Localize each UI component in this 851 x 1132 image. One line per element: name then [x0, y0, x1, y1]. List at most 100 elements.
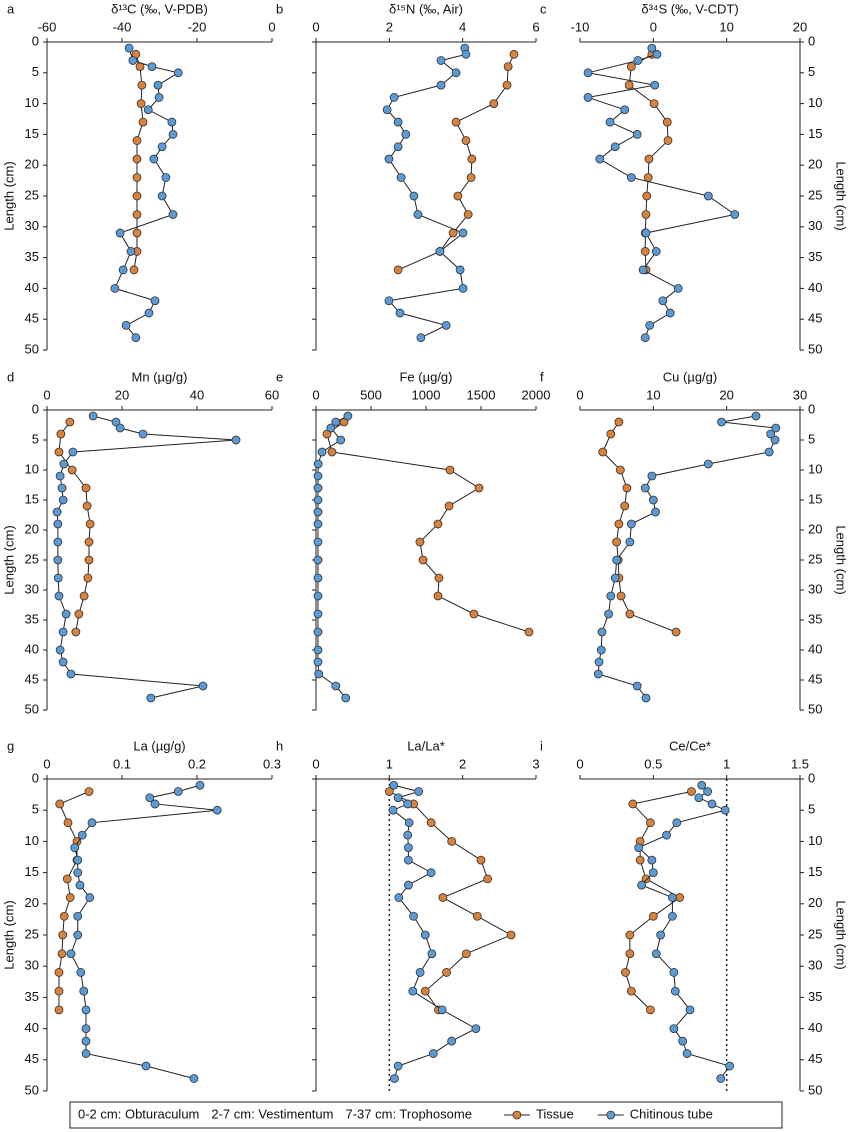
data-point: [648, 911, 658, 921]
panel-label: f: [540, 369, 544, 384]
panel-label: h: [276, 738, 283, 753]
data-point: [414, 787, 424, 796]
data-point: [146, 693, 156, 703]
legend-marker: [606, 1110, 616, 1120]
data-point: [54, 447, 64, 457]
y-tick-label: 35: [808, 249, 822, 264]
data-point: [621, 968, 630, 977]
x-tick-label: 1.5: [791, 756, 809, 771]
y-tick-label: 25: [808, 187, 822, 202]
data-point: [54, 968, 64, 977]
data-point: [640, 333, 650, 343]
y-tick-label: 0: [808, 401, 815, 416]
y-tick-label: 5: [32, 431, 39, 446]
data-point: [583, 93, 593, 102]
data-point: [610, 573, 620, 583]
data-point: [313, 657, 323, 667]
y-tick-label: 20: [808, 521, 822, 536]
data-point: [451, 117, 461, 127]
data-point: [331, 681, 341, 691]
data-point: [131, 333, 141, 343]
data-point: [717, 417, 726, 427]
data-point: [641, 228, 651, 238]
x-tick-label: 30: [793, 387, 807, 402]
data-point: [403, 855, 413, 865]
data-point: [447, 1036, 457, 1046]
data-point: [81, 1049, 91, 1058]
data-point: [442, 968, 451, 977]
data-point: [697, 780, 707, 790]
y-tick-label: 40: [25, 1020, 39, 1035]
data-point: [83, 573, 93, 583]
data-point: [506, 930, 516, 940]
data-point: [436, 80, 446, 90]
y-tick-label: 30: [808, 218, 822, 233]
y-tick-label: 35: [808, 611, 822, 626]
data-point: [612, 537, 622, 547]
data-point: [662, 117, 672, 127]
data-point: [71, 627, 81, 637]
data-point: [52, 507, 62, 517]
data-point: [668, 893, 677, 902]
x-tick-label: 1: [723, 756, 730, 771]
data-point: [132, 154, 142, 164]
data-point: [81, 1005, 91, 1015]
y-tick-label: 15: [808, 864, 822, 879]
data-point: [401, 129, 411, 139]
data-point: [384, 296, 394, 306]
data-point: [583, 68, 593, 78]
legend-note: 7-37 cm: Trophosome: [345, 1106, 471, 1121]
y-tick-label: 45: [808, 671, 822, 686]
data-point: [132, 228, 142, 238]
data-point: [435, 247, 445, 256]
data-point: [658, 296, 668, 306]
data-point: [138, 429, 148, 439]
data-point: [628, 799, 638, 809]
y-tick-label: 25: [25, 926, 39, 941]
y-tick-label: 10: [25, 461, 39, 476]
panel-label: b: [276, 1, 283, 16]
y-tick-label: 50: [808, 1082, 822, 1097]
y-tick-label: 35: [808, 989, 822, 1004]
x-tick-label: 0: [43, 387, 50, 402]
series-line: [114, 48, 180, 338]
data-point: [121, 320, 131, 330]
y-axis-label: Length (cm): [1, 900, 16, 969]
data-point: [393, 793, 403, 803]
data-point: [73, 855, 83, 865]
x-axis-label: δ³⁴S (‰, V-CDT): [641, 1, 738, 16]
data-point: [150, 296, 160, 306]
x-axis-label: La/La*: [407, 738, 445, 753]
series-line: [602, 421, 677, 633]
data-point: [79, 591, 89, 601]
legend-marker: [512, 1110, 522, 1120]
data-point: [66, 949, 76, 959]
data-point: [132, 173, 142, 182]
y-tick-label: 10: [808, 461, 822, 476]
data-point: [730, 210, 740, 219]
data-point: [598, 447, 608, 457]
series-line: [586, 47, 736, 338]
data-point: [620, 105, 630, 115]
data-point: [111, 417, 121, 427]
data-point: [395, 308, 405, 318]
data-point: [168, 129, 178, 139]
data-point: [647, 471, 657, 481]
data-point: [672, 818, 682, 828]
data-point: [393, 265, 403, 275]
data-point: [396, 173, 406, 182]
y-tick-label: 10: [25, 95, 39, 110]
x-tick-label: 0: [312, 387, 319, 402]
data-point: [66, 669, 76, 679]
y-tick-label: 30: [808, 958, 822, 973]
data-point: [75, 880, 85, 890]
data-point: [427, 949, 437, 959]
data-point: [77, 830, 87, 840]
panel-label: g: [7, 738, 14, 753]
x-tick-label: 3: [532, 756, 539, 771]
data-point: [53, 573, 63, 583]
data-point: [65, 417, 75, 427]
legend-box: [69, 1101, 783, 1129]
data-point: [606, 429, 616, 439]
